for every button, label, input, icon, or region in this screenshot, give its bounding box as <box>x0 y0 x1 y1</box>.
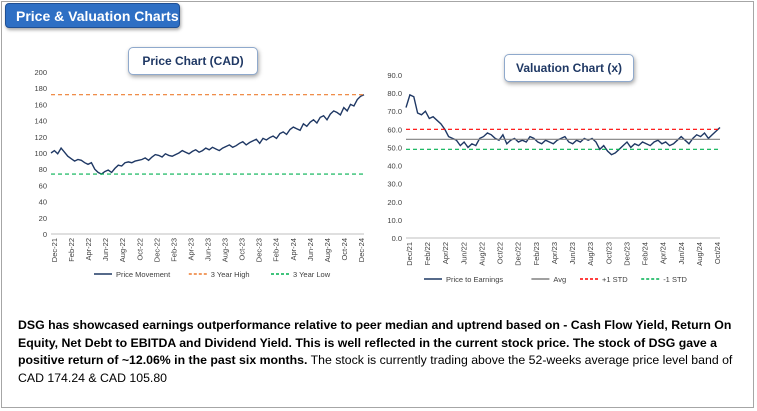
x-tick-label: Apr-22 <box>84 238 93 261</box>
y-tick-label: 30.0 <box>387 180 402 189</box>
x-tick-label: Dec-24 <box>357 238 366 262</box>
y-tick-label: 80.0 <box>387 89 402 98</box>
x-tick-label: Apr/23 <box>550 242 559 264</box>
x-tick-label: Oct-22 <box>135 238 144 261</box>
y-tick-label: 80 <box>39 165 47 174</box>
x-tick-label: Dec-22 <box>152 238 161 262</box>
valuation-chart: 0.0 10.0 20.0 30.0 40.0 50.0 60.0 70.0 80.0 90.0 D… <box>387 71 722 284</box>
x-tick-label: Oct/23 <box>604 242 613 264</box>
price-chart: 0 20 40 60 80 100 120 140 160 180 200 Dec-21 Feb-22 A… <box>34 68 366 279</box>
x-tick-label: Aug/23 <box>586 242 595 266</box>
legend-entry: 3 Year Low <box>293 270 331 279</box>
x-tick-label: Aug/22 <box>477 242 486 266</box>
description-text: DSG has showcased earnings outperformanc… <box>18 317 738 387</box>
y-tick-label: 0.0 <box>392 234 402 243</box>
legend-entry: Avg <box>553 275 566 284</box>
y-tick-label: 70.0 <box>387 107 402 116</box>
legend-entry: -1 STD <box>663 275 687 284</box>
x-tick-label: Oct/24 <box>713 242 722 264</box>
x-tick-label: Feb/24 <box>641 242 650 265</box>
legend-entry: Price Movement <box>116 270 171 279</box>
valuation-chart-title: Valuation Chart (x) <box>504 54 634 82</box>
x-tick-label: Apr/24 <box>659 242 668 264</box>
y-tick-label: 10.0 <box>387 216 402 225</box>
price-chart-title: Price Chart (CAD) <box>128 47 258 75</box>
valuation-chart-panel: 0.0 10.0 20.0 30.0 40.0 50.0 60.0 70.0 80.0 90.0 D… <box>382 38 744 288</box>
y-tick-label: 200 <box>34 68 47 77</box>
x-tick-label: Aug-24 <box>323 238 332 262</box>
x-tick-label: Feb-22 <box>67 238 76 262</box>
legend-entry: +1 STD <box>602 275 628 284</box>
legend-entry: Price to Earnings <box>446 275 503 284</box>
y-tick-label: 60 <box>39 181 47 190</box>
series-line <box>50 94 365 175</box>
x-tick-label: Feb-24 <box>272 238 281 262</box>
x-tick-label: Dec-21 <box>50 238 59 262</box>
y-tick-label: 100 <box>34 149 47 158</box>
y-tick-label: 20 <box>39 214 47 223</box>
y-tick-label: 180 <box>34 84 47 93</box>
x-tick-label: Jun-22 <box>101 238 110 261</box>
x-tick-label: Dec/21 <box>405 242 414 266</box>
description-normal: The stock is currently trading above the… <box>18 353 733 385</box>
y-tick-label: 40.0 <box>387 162 402 171</box>
description-bold: DSG has showcased earnings outperformanc… <box>18 318 732 367</box>
x-tick-label: Feb/22 <box>423 242 432 265</box>
y-tick-label: 160 <box>34 100 47 109</box>
x-tick-label: Dec/23 <box>622 242 631 266</box>
x-tick-label: Feb/23 <box>532 242 541 265</box>
x-tick-label: Jun/23 <box>568 242 577 265</box>
x-tick-label: Jun/22 <box>459 242 468 265</box>
x-tick-label: Apr-24 <box>289 238 298 261</box>
price-chart-panel: 0 20 40 60 80 100 120 140 160 180 200 Dec-21 Feb-22 A… <box>16 38 376 283</box>
x-tick-label: Oct/22 <box>496 242 505 264</box>
x-tick-label: Aug-23 <box>221 238 230 262</box>
x-tick-label: Oct-23 <box>238 238 247 261</box>
legend-entry: 3 Year High <box>211 270 250 279</box>
x-tick-label: Aug/24 <box>695 242 704 266</box>
y-tick-label: 120 <box>34 133 47 142</box>
y-tick-label: 40 <box>39 198 47 207</box>
x-tick-label: Oct-24 <box>340 238 349 261</box>
section-title: Price & Valuation Charts <box>5 3 180 28</box>
x-tick-label: Jun-23 <box>204 238 213 261</box>
y-tick-label: 0 <box>43 230 47 239</box>
x-tick-label: Feb-23 <box>169 238 178 262</box>
x-tick-label: Dec/22 <box>514 242 523 266</box>
x-tick-label: Dec-23 <box>255 238 264 262</box>
x-tick-label: Jun/24 <box>677 242 686 265</box>
x-tick-label: Aug-22 <box>118 238 127 262</box>
x-tick-label: Jun-24 <box>306 238 315 261</box>
x-tick-label: Apr/22 <box>441 242 450 264</box>
y-tick-label: 60.0 <box>387 125 402 134</box>
y-tick-label: 50.0 <box>387 143 402 152</box>
series-line <box>405 93 721 156</box>
x-tick-label: Apr-23 <box>186 238 195 261</box>
y-tick-label: 90.0 <box>387 71 402 80</box>
y-tick-label: 20.0 <box>387 198 402 207</box>
y-tick-label: 140 <box>34 117 47 126</box>
